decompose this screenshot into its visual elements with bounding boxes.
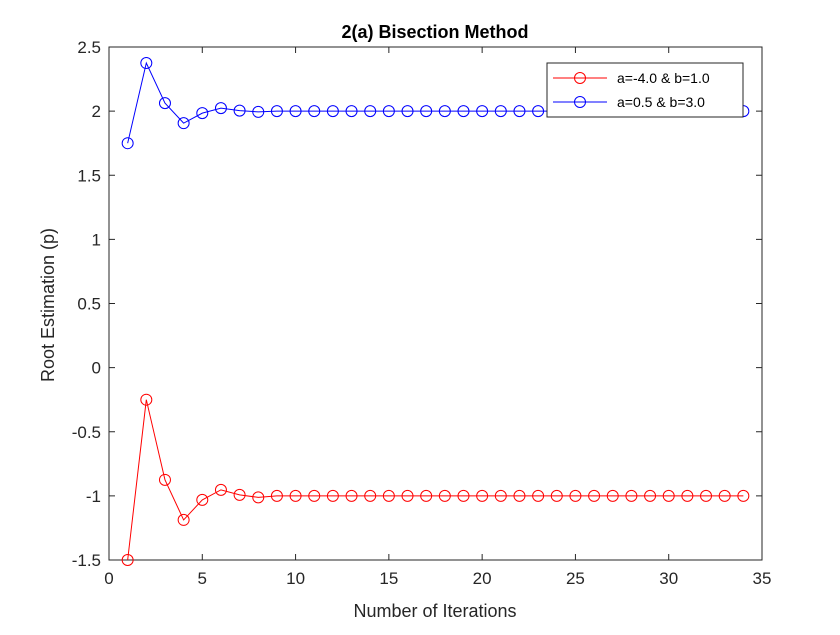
data-point xyxy=(662,489,675,502)
data-point xyxy=(345,489,358,502)
x-axis-label: Number of Iterations xyxy=(353,601,516,621)
y-tick-label: 1 xyxy=(92,230,101,249)
data-point xyxy=(345,105,358,118)
data-point xyxy=(438,489,451,502)
x-tick-label: 10 xyxy=(286,569,305,588)
data-point xyxy=(270,489,283,502)
data-point xyxy=(420,105,433,118)
legend: a=-4.0 & b=1.0 a=0.5 & b=3.0 xyxy=(546,62,744,118)
data-point xyxy=(569,489,582,502)
data-point xyxy=(308,105,321,118)
data-point xyxy=(494,105,507,118)
data-point xyxy=(177,117,190,130)
chart-title: 2(a) Bisection Method xyxy=(341,22,528,42)
data-point xyxy=(270,105,283,118)
data-point xyxy=(737,489,750,502)
data-point xyxy=(700,489,713,502)
data-point xyxy=(644,489,657,502)
data-point xyxy=(532,489,545,502)
data-point xyxy=(140,393,153,406)
data-point xyxy=(513,489,526,502)
data-point xyxy=(214,102,227,115)
x-tick-label: 25 xyxy=(566,569,585,588)
data-point xyxy=(625,489,638,502)
x-tick-label: 5 xyxy=(198,569,207,588)
data-point xyxy=(289,105,302,118)
data-point xyxy=(308,489,321,502)
legend-box xyxy=(546,62,744,118)
legend-item: a=0.5 & b=3.0 xyxy=(553,94,705,110)
y-tick-label: -1.5 xyxy=(72,551,101,570)
x-tick-label: 20 xyxy=(473,569,492,588)
data-point xyxy=(476,489,489,502)
data-point xyxy=(401,489,414,502)
data-point xyxy=(252,491,265,504)
data-point xyxy=(121,137,134,150)
data-point xyxy=(588,489,601,502)
data-point xyxy=(476,105,489,118)
legend-item: a=-4.0 & b=1.0 xyxy=(553,70,710,86)
data-point xyxy=(550,489,563,502)
x-tick-label: 15 xyxy=(379,569,398,588)
data-point xyxy=(513,105,526,118)
data-point xyxy=(364,489,377,502)
legend-label: a=-4.0 & b=1.0 xyxy=(617,70,710,86)
data-point xyxy=(233,488,246,501)
y-tick-label: -1 xyxy=(86,487,101,506)
series-1 xyxy=(121,393,750,566)
data-point xyxy=(382,489,395,502)
data-point xyxy=(289,489,302,502)
data-point xyxy=(718,489,731,502)
y-tick-label: 0 xyxy=(92,359,101,378)
legend-marker xyxy=(574,96,586,108)
y-axis-label: Root Estimation (p) xyxy=(38,228,58,382)
data-point xyxy=(532,105,545,118)
data-point xyxy=(326,105,339,118)
plot-area: 0 5 10 15 20 25 30 35 -1.5 -1 -0.5 0 0.5 1 1.5 2 2.5 a=-4… xyxy=(72,38,772,588)
y-tick-label: 2 xyxy=(92,102,101,121)
data-point xyxy=(214,483,227,496)
data-point xyxy=(457,105,470,118)
data-point xyxy=(494,489,507,502)
x-tick-label: 30 xyxy=(659,569,678,588)
x-tick-label: 0 xyxy=(104,569,113,588)
legend-label: a=0.5 & b=3.0 xyxy=(617,94,705,110)
data-point xyxy=(196,107,209,120)
y-tick-label: 1.5 xyxy=(77,166,101,185)
data-point xyxy=(196,493,209,506)
data-point xyxy=(681,489,694,502)
y-tick-label: 2.5 xyxy=(77,38,101,57)
data-point xyxy=(177,513,190,526)
data-point xyxy=(233,104,246,117)
y-tick-label: 0.5 xyxy=(77,295,101,314)
data-point xyxy=(140,57,153,70)
y-tick-label: -0.5 xyxy=(72,423,101,442)
data-point xyxy=(438,105,451,118)
data-point xyxy=(457,489,470,502)
data-point xyxy=(252,105,265,118)
data-point xyxy=(158,97,171,110)
data-point xyxy=(158,473,171,486)
series-line xyxy=(127,399,744,561)
data-point xyxy=(401,105,414,118)
data-point xyxy=(606,489,619,502)
data-point xyxy=(420,489,433,502)
data-point xyxy=(121,554,134,566)
data-point xyxy=(326,489,339,502)
legend-marker xyxy=(574,72,586,84)
data-point xyxy=(382,105,395,118)
x-tick-label: 35 xyxy=(753,569,772,588)
data-point xyxy=(364,105,377,118)
axes-box xyxy=(108,46,763,561)
